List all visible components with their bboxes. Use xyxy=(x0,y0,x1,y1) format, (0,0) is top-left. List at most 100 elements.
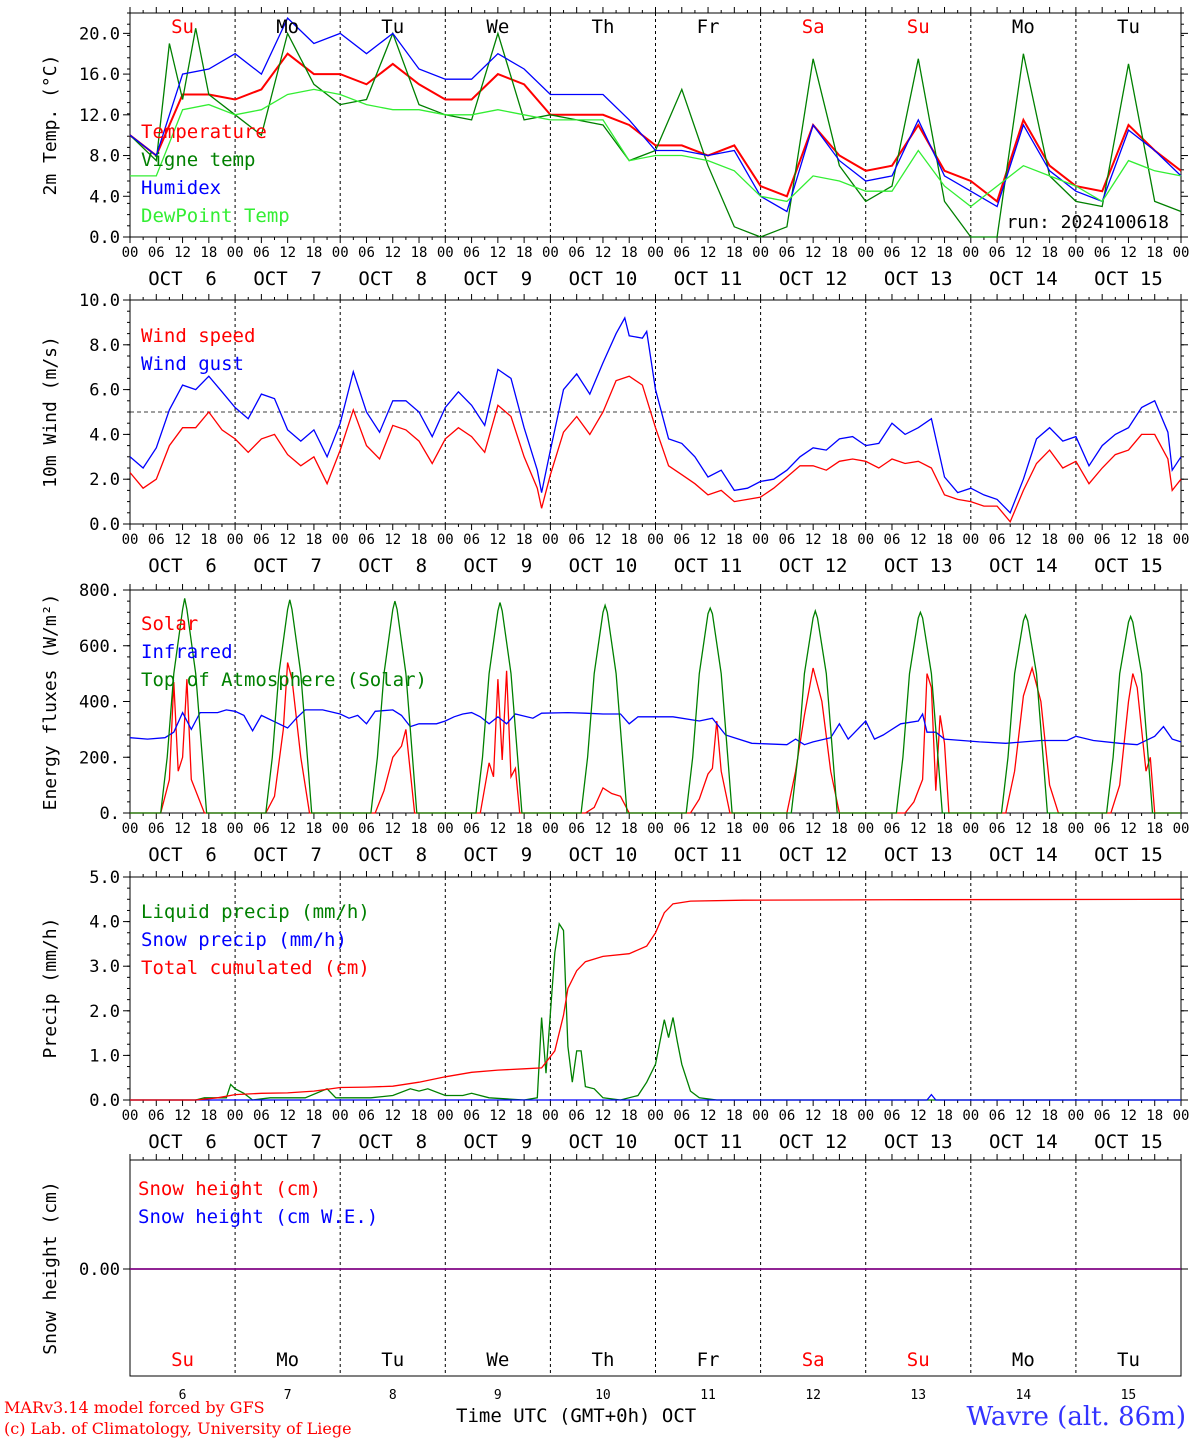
x-date-label: OCT 8 xyxy=(358,844,427,866)
x-date-label: OCT 12 xyxy=(779,268,848,290)
x-hour-label: 06 xyxy=(884,245,901,261)
x-hour-label: 00 xyxy=(437,245,454,261)
y-tick-label: 2.0 xyxy=(89,1002,120,1022)
legend-entry: Snow height (cm W.E.) xyxy=(138,1206,378,1228)
x-hour-label: 06 xyxy=(778,1108,795,1124)
x-hour-label: 12 xyxy=(910,532,927,548)
x-hour-label: 18 xyxy=(200,821,217,837)
y-tick-label: 0.0 xyxy=(89,228,120,248)
legend-entry: DewPoint Temp xyxy=(141,205,290,227)
x-hour-label: 00 xyxy=(437,821,454,837)
x-hour-label: 12 xyxy=(489,245,506,261)
y-tick-label: 20.0 xyxy=(79,24,120,44)
panel-1: 0.0 4.0 8.0 12.0 16.0 20.0 2m Temp. (°C) Temper… xyxy=(40,7,1189,290)
x-hour-label: 06 xyxy=(989,245,1006,261)
x-hour-label: 00 xyxy=(227,532,244,548)
x-hour-label: 18 xyxy=(1146,821,1163,837)
x-hour-label: 00 xyxy=(542,821,559,837)
day-number-label: 8 xyxy=(389,1388,397,1403)
y-tick-label: 0. xyxy=(100,804,120,824)
x-hour-label: 18 xyxy=(936,821,953,837)
x-hour-label: 00 xyxy=(1067,1108,1084,1124)
x-hour-label: 00 xyxy=(227,1108,244,1124)
weekday-label: Mo xyxy=(276,16,299,38)
weekday-label: We xyxy=(486,1349,509,1371)
x-hour-label: 18 xyxy=(936,532,953,548)
weekday-label: Sa xyxy=(802,1349,825,1371)
x-hour-label: 18 xyxy=(411,1108,428,1124)
y-tick-label: 0.0 xyxy=(89,515,120,535)
x-hour-label: 12 xyxy=(489,532,506,548)
x-date-label: OCT 7 xyxy=(253,844,322,866)
x-date-label: OCT 15 xyxy=(1094,555,1163,577)
day-number-label: 10 xyxy=(595,1388,611,1403)
x-hour-label: 06 xyxy=(673,821,690,837)
x-hour-label: 18 xyxy=(726,1108,743,1124)
x-date-label: OCT 12 xyxy=(779,555,848,577)
weekday-label: Tu xyxy=(381,1349,404,1371)
x-hour-label: 00 xyxy=(1067,532,1084,548)
panel-5: 0.00 Snow height (cm) Snow height (cm) Snow… xyxy=(40,1154,1188,1377)
x-hour-label: 12 xyxy=(910,1108,927,1124)
y-axis-title: 10m Wind (m/s) xyxy=(40,336,61,488)
x-hour-label: 18 xyxy=(621,821,638,837)
x-hour-label: 00 xyxy=(122,245,139,261)
weekday-label: Fr xyxy=(697,16,720,38)
x-hour-label: 00 xyxy=(122,821,139,837)
day-number-label: 13 xyxy=(910,1388,926,1403)
x-hour-label: 12 xyxy=(279,1108,296,1124)
x-hour-label: 12 xyxy=(384,245,401,261)
x-date-label: OCT 14 xyxy=(989,844,1058,866)
x-hour-label: 00 xyxy=(962,821,979,837)
run-label: run: 2024100618 xyxy=(1006,212,1169,233)
y-axis-title: Energy fluxes (W/m²) xyxy=(40,594,61,811)
x-hour-label: 12 xyxy=(384,532,401,548)
day-number-label: 11 xyxy=(700,1388,716,1403)
x-hour-label: 12 xyxy=(595,1108,612,1124)
x-hour-label: 12 xyxy=(595,532,612,548)
legend-entry: Total cumulated (cm) xyxy=(141,957,370,979)
x-hour-label: 12 xyxy=(1015,532,1032,548)
x-hour-label: 12 xyxy=(1120,821,1137,837)
series-line xyxy=(129,316,1182,514)
weekday-label: We xyxy=(486,16,509,38)
y-tick-label: 0.00 xyxy=(79,1260,120,1280)
x-hour-label: 06 xyxy=(253,821,270,837)
x-hour-label: 06 xyxy=(358,245,375,261)
x-date-label: OCT 10 xyxy=(569,844,638,866)
x-hour-label: 06 xyxy=(989,1108,1006,1124)
x-hour-label: 18 xyxy=(726,532,743,548)
x-hour-label: 12 xyxy=(700,532,717,548)
x-hour-label: 18 xyxy=(831,1108,848,1124)
legend-entry: Humidex xyxy=(141,177,221,199)
x-hour-label: 06 xyxy=(568,245,585,261)
x-date-label: OCT 11 xyxy=(674,844,743,866)
x-hour-label: 00 xyxy=(1173,821,1190,837)
legend-entry: Wind speed xyxy=(141,325,255,347)
x-hour-label: 18 xyxy=(1146,1108,1163,1124)
y-tick-label: 0.0 xyxy=(89,1091,120,1111)
legend-entry: Liquid precip (mm/h) xyxy=(141,901,370,923)
x-hour-label: 18 xyxy=(200,532,217,548)
x-date-label: OCT 9 xyxy=(464,555,533,577)
legend-entry: Wind gust xyxy=(141,353,244,375)
x-hour-label: 12 xyxy=(700,821,717,837)
panel-3: 0. 200. 400. 600. 800. Energy fluxes (W/m²) So… xyxy=(40,581,1189,866)
x-date-label: OCT 6 xyxy=(148,555,217,577)
x-hour-label: 00 xyxy=(857,532,874,548)
x-hour-label: 00 xyxy=(647,821,664,837)
x-hour-label: 06 xyxy=(1094,821,1111,837)
x-hour-label: 06 xyxy=(778,532,795,548)
y-tick-label: 4.0 xyxy=(89,425,120,445)
x-hour-label: 06 xyxy=(884,821,901,837)
x-date-label: OCT 15 xyxy=(1094,1131,1163,1153)
x-hour-label: 06 xyxy=(148,245,165,261)
series-line xyxy=(130,1093,1181,1101)
x-hour-label: 18 xyxy=(726,245,743,261)
x-hour-label: 06 xyxy=(148,1108,165,1124)
series-line xyxy=(130,662,1181,814)
legend-entry: Infrared xyxy=(141,641,233,663)
y-tick-label: 800. xyxy=(79,581,120,601)
x-hour-label: 18 xyxy=(516,532,533,548)
x-hour-label: 12 xyxy=(174,532,191,548)
